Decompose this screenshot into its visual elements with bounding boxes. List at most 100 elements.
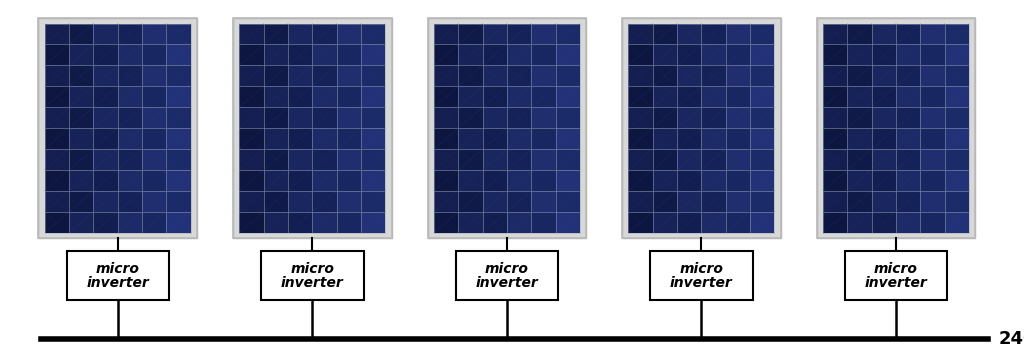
Bar — [167, 23, 190, 44]
Bar — [823, 191, 847, 212]
Bar — [69, 191, 93, 212]
Bar — [263, 44, 288, 65]
Bar — [677, 149, 701, 170]
Bar — [337, 191, 361, 212]
Bar — [726, 65, 751, 86]
Bar — [921, 128, 945, 149]
Bar — [629, 44, 652, 65]
Bar — [428, 18, 586, 238]
Bar — [945, 107, 969, 128]
Bar — [142, 44, 167, 65]
Bar — [652, 107, 677, 128]
Bar — [945, 149, 969, 170]
Bar — [337, 128, 361, 149]
Bar — [118, 107, 142, 128]
Bar — [531, 107, 556, 128]
Bar — [361, 107, 385, 128]
Bar — [458, 65, 482, 86]
Bar — [312, 128, 337, 149]
Bar — [823, 107, 847, 128]
Bar — [921, 65, 945, 86]
Bar — [629, 86, 652, 107]
Bar — [507, 191, 531, 212]
Bar — [556, 65, 580, 86]
Bar — [312, 107, 337, 128]
Bar — [167, 149, 190, 170]
Bar — [726, 212, 751, 233]
Bar — [337, 107, 361, 128]
Bar — [458, 23, 482, 44]
Bar — [823, 86, 847, 107]
Bar — [677, 86, 701, 107]
Bar — [507, 170, 531, 191]
Bar — [629, 170, 652, 191]
Bar — [847, 44, 871, 65]
Bar — [677, 107, 701, 128]
Bar — [556, 86, 580, 107]
Bar — [921, 191, 945, 212]
Bar — [652, 212, 677, 233]
Bar — [751, 170, 774, 191]
Bar — [945, 86, 969, 107]
Bar — [945, 191, 969, 212]
Bar — [871, 191, 896, 212]
Bar — [871, 149, 896, 170]
Bar — [93, 149, 118, 170]
Bar — [531, 44, 556, 65]
Bar — [312, 191, 337, 212]
Bar — [556, 191, 580, 212]
Bar — [45, 65, 69, 86]
Bar — [312, 212, 337, 233]
Bar — [629, 128, 652, 149]
Bar — [507, 44, 531, 65]
Bar — [167, 170, 190, 191]
Bar — [896, 65, 921, 86]
Bar — [945, 212, 969, 233]
Bar — [263, 65, 288, 86]
Bar — [677, 128, 701, 149]
Bar — [629, 65, 652, 86]
Bar — [871, 212, 896, 233]
Bar — [45, 23, 69, 44]
Bar — [726, 23, 751, 44]
Bar — [629, 23, 652, 44]
Bar — [847, 23, 871, 44]
Bar — [507, 128, 531, 149]
Bar — [167, 191, 190, 212]
Bar — [896, 86, 921, 107]
Bar — [69, 23, 93, 44]
Bar — [240, 191, 263, 212]
Bar — [288, 44, 312, 65]
Bar — [67, 251, 169, 300]
Bar — [751, 212, 774, 233]
Bar — [337, 170, 361, 191]
Bar — [240, 44, 263, 65]
Bar — [677, 65, 701, 86]
Bar — [142, 170, 167, 191]
Bar — [652, 170, 677, 191]
Bar — [45, 212, 69, 233]
Bar — [458, 212, 482, 233]
Text: inverter: inverter — [864, 276, 928, 290]
Bar — [823, 65, 847, 86]
Bar — [288, 212, 312, 233]
Bar — [823, 170, 847, 191]
Bar — [823, 212, 847, 233]
Bar — [482, 86, 507, 107]
Bar — [142, 65, 167, 86]
Bar — [69, 44, 93, 65]
Bar — [261, 251, 364, 300]
Bar — [823, 149, 847, 170]
Bar — [677, 191, 701, 212]
Bar — [434, 191, 458, 212]
Bar — [921, 149, 945, 170]
Bar — [312, 170, 337, 191]
Bar — [726, 170, 751, 191]
Bar — [118, 23, 142, 44]
Bar — [677, 23, 701, 44]
Bar — [945, 65, 969, 86]
Bar — [39, 18, 197, 238]
Bar — [434, 86, 458, 107]
Bar — [751, 65, 774, 86]
Bar — [434, 128, 458, 149]
